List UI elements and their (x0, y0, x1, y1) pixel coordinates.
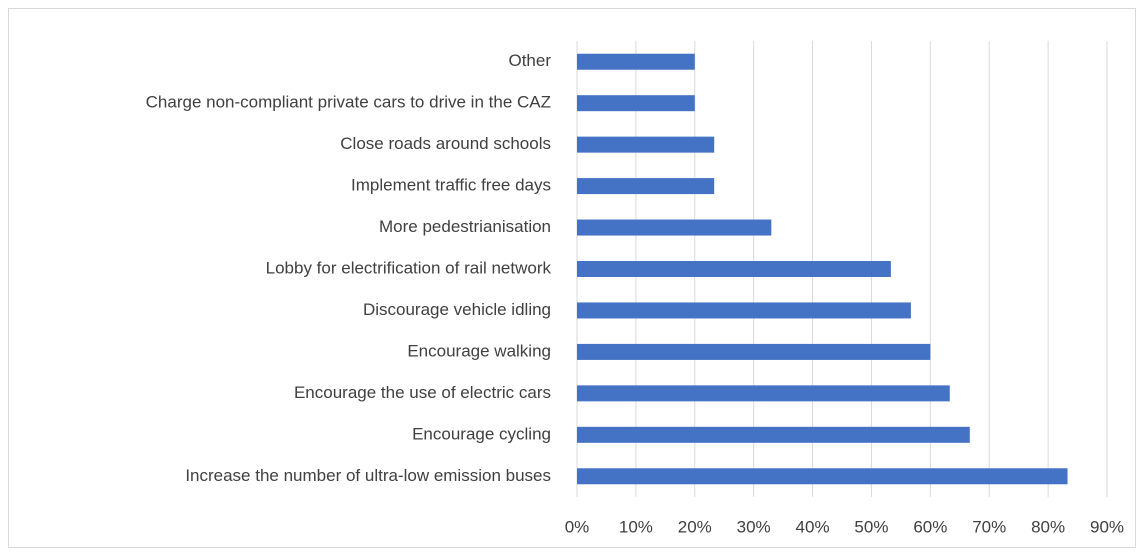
chart-frame (8, 8, 1136, 548)
bar (577, 261, 891, 277)
y-tick-label: Discourage vehicle idling (363, 300, 551, 319)
bar (577, 95, 695, 112)
x-tick-label: 10% (619, 517, 653, 536)
bar (577, 53, 695, 70)
y-tick-label: Close roads around schools (340, 134, 551, 153)
y-tick-label: Implement traffic free days (351, 176, 551, 195)
bar (577, 343, 931, 360)
y-tick-label: Encourage cycling (412, 424, 551, 443)
y-tick-label: Encourage walking (407, 341, 551, 360)
x-tick-label: 50% (854, 517, 888, 536)
y-tick-label: Increase the number of ultra-low emissio… (185, 466, 551, 485)
x-tick-label: 80% (1031, 517, 1065, 536)
bar (577, 385, 950, 402)
bar (577, 136, 715, 153)
bar (577, 178, 715, 195)
x-tick-label: 0% (565, 517, 590, 536)
bar (577, 219, 772, 236)
y-tick-label: Other (508, 51, 551, 70)
x-tick-label: 70% (972, 517, 1006, 536)
bar (577, 468, 1068, 485)
x-tick-label: 60% (913, 517, 947, 536)
y-tick-label: Lobby for electrification of rail networ… (266, 258, 552, 277)
bar (577, 426, 970, 443)
y-tick-label: More pedestrianisation (379, 217, 551, 236)
x-tick-label: 20% (678, 517, 712, 536)
x-tick-label: 30% (737, 517, 771, 536)
y-tick-label: Charge non-compliant private cars to dri… (146, 93, 551, 112)
x-tick-label: 90% (1090, 517, 1124, 536)
bar (577, 302, 911, 319)
y-tick-label: Encourage the use of electric cars (294, 383, 551, 402)
x-tick-label: 40% (796, 517, 830, 536)
